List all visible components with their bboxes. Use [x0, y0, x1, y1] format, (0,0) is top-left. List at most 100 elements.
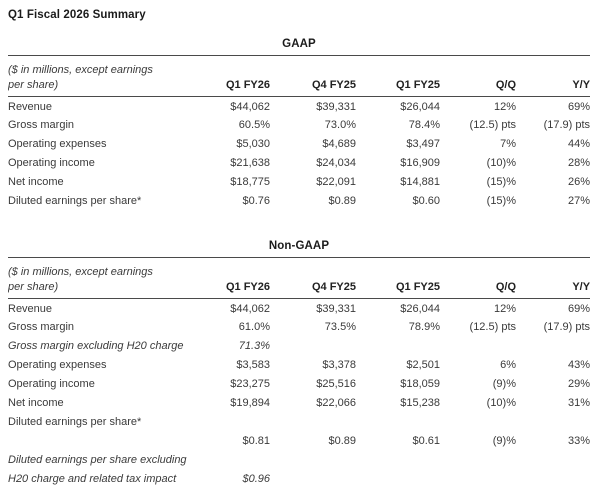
cell-value: (12.5) pts [469, 118, 516, 131]
cell-value [356, 450, 440, 469]
cell-value: 44% [568, 137, 591, 150]
column-header: Q1 FY26 [200, 278, 270, 299]
cell-value [270, 336, 356, 355]
cell-value: $2,501 [406, 358, 440, 371]
units-note-line2: per share) [8, 76, 200, 97]
cell-value: 73.0% [324, 118, 356, 131]
row-label: Operating income [8, 377, 95, 390]
table-row: Revenue $44,062 $39,331 $26,044 12% 69% [8, 298, 590, 317]
cell-value [270, 412, 356, 431]
cell-value: 7% [500, 137, 516, 150]
cell-value: 12% [493, 100, 516, 113]
cell-value [270, 450, 356, 469]
table-row: Operating expenses $5,030 $4,689 $3,497 … [8, 134, 590, 153]
cell-value [440, 412, 516, 431]
cell-value: $3,497 [406, 137, 440, 150]
cell-value: $26,044 [400, 302, 440, 315]
table-note-row: ($ in millions, except earnings [8, 56, 590, 76]
cell-value: $24,034 [316, 156, 356, 169]
table-row: Gross margin excluding H20 charge 71.3% [8, 336, 590, 355]
page-title: Q1 Fiscal 2026 Summary [8, 9, 146, 21]
row-label: Diluted earnings per share excluding [8, 453, 187, 466]
table-row: Net income $18,775 $22,091 $14,881 (15)%… [8, 172, 590, 191]
cell-value: $44,062 [230, 302, 270, 315]
cell-value [270, 469, 356, 487]
table-header-row: per share) Q1 FY26 Q4 FY25 Q1 FY25 Q/Q Y… [8, 278, 591, 299]
cell-value: $16,909 [400, 156, 440, 169]
column-header: Q/Q [440, 76, 516, 97]
cell-value [356, 336, 440, 355]
column-header: Q/Q [440, 278, 516, 299]
cell-value: $18,775 [230, 175, 270, 188]
cell-value: 71.3% [238, 339, 270, 352]
row-label [8, 431, 200, 450]
cell-value: 61.0% [238, 320, 270, 333]
row-label: Diluted earnings per share* [8, 194, 142, 207]
table-row: Net income $19,894 $22,066 $15,238 (10)%… [8, 393, 590, 412]
cell-value: $0.60 [412, 194, 440, 207]
table-row: H20 charge and related tax impact $0.96 [8, 469, 590, 487]
cell-value: $23,275 [230, 377, 270, 390]
cell-value: $25,516 [316, 377, 356, 390]
row-label: Operating expenses [8, 137, 107, 150]
cell-value: 78.4% [408, 118, 440, 131]
cell-value: (15)% [486, 175, 516, 188]
cell-value [516, 450, 590, 469]
cell-value [440, 336, 516, 355]
cell-value: (15)% [486, 194, 516, 207]
units-note-line1: ($ in millions, except earnings [8, 64, 153, 76]
row-label: Operating expenses [8, 358, 107, 371]
cell-value: (17.9) pts [543, 118, 591, 131]
cell-value: 73.5% [324, 320, 356, 333]
row-label: Net income [8, 396, 64, 409]
cell-value: $0.89 [328, 434, 356, 447]
cell-value [200, 412, 270, 431]
table-row: Operating expenses $3,583 $3,378 $2,501 … [8, 355, 590, 374]
cell-value [516, 412, 590, 431]
cell-value: 69% [568, 302, 591, 315]
cell-value: $22,066 [316, 396, 356, 409]
cell-value: (12.5) pts [469, 320, 516, 333]
cell-value: $0.76 [242, 194, 270, 207]
cell-value: 69% [568, 100, 591, 113]
table-row: Gross margin 61.0% 73.5% 78.9% (12.5) pt… [8, 317, 590, 336]
table-header-row: per share) Q1 FY26 Q4 FY25 Q1 FY25 Q/Q Y… [8, 76, 591, 97]
table-row: Diluted earnings per share excluding [8, 450, 590, 469]
cell-value: $3,583 [236, 358, 270, 371]
table-row: Gross margin 60.5% 73.0% 78.4% (12.5) pt… [8, 115, 590, 134]
table-row: Operating income $21,638 $24,034 $16,909… [8, 153, 590, 172]
column-header: Q1 FY25 [356, 278, 440, 299]
row-label: Diluted earnings per share* [8, 415, 142, 428]
row-label: Gross margin excluding H20 charge [8, 339, 184, 352]
column-header: Q4 FY25 [270, 76, 356, 97]
cell-value: 29% [568, 377, 591, 390]
cell-value [356, 469, 440, 487]
cell-value: 26% [568, 175, 591, 188]
cell-value: $21,638 [230, 156, 270, 169]
table-row: Revenue $44,062 $39,331 $26,044 12% 69% [8, 96, 590, 115]
cell-value: $4,689 [322, 137, 356, 150]
table-row: $0.81 $0.89 $0.61 (9)% 33% [8, 431, 590, 450]
cell-value: $0.89 [328, 194, 356, 207]
cell-value [516, 336, 590, 355]
cell-value: $19,894 [230, 396, 270, 409]
column-header: Q4 FY25 [270, 278, 356, 299]
section-title-gaap: GAAP [8, 38, 590, 56]
cell-value: (10)% [486, 156, 516, 169]
cell-value: $5,030 [236, 137, 270, 150]
cell-value: $14,881 [400, 175, 440, 188]
cell-value: $0.81 [242, 434, 270, 447]
cell-value: $39,331 [316, 100, 356, 113]
section-title-non-gaap: Non-GAAP [8, 240, 590, 258]
cell-value: 60.5% [238, 118, 270, 131]
cell-value: 78.9% [408, 320, 440, 333]
cell-value: $0.96 [242, 472, 270, 485]
row-label: Net income [8, 175, 64, 188]
table-row: Operating income $23,275 $25,516 $18,059… [8, 374, 590, 393]
gaap-table: ($ in millions, except earnings per shar… [8, 56, 591, 210]
cell-value: $39,331 [316, 302, 356, 315]
cell-value: 6% [500, 358, 516, 371]
row-label: Gross margin [8, 320, 75, 333]
cell-value: 28% [568, 156, 591, 169]
